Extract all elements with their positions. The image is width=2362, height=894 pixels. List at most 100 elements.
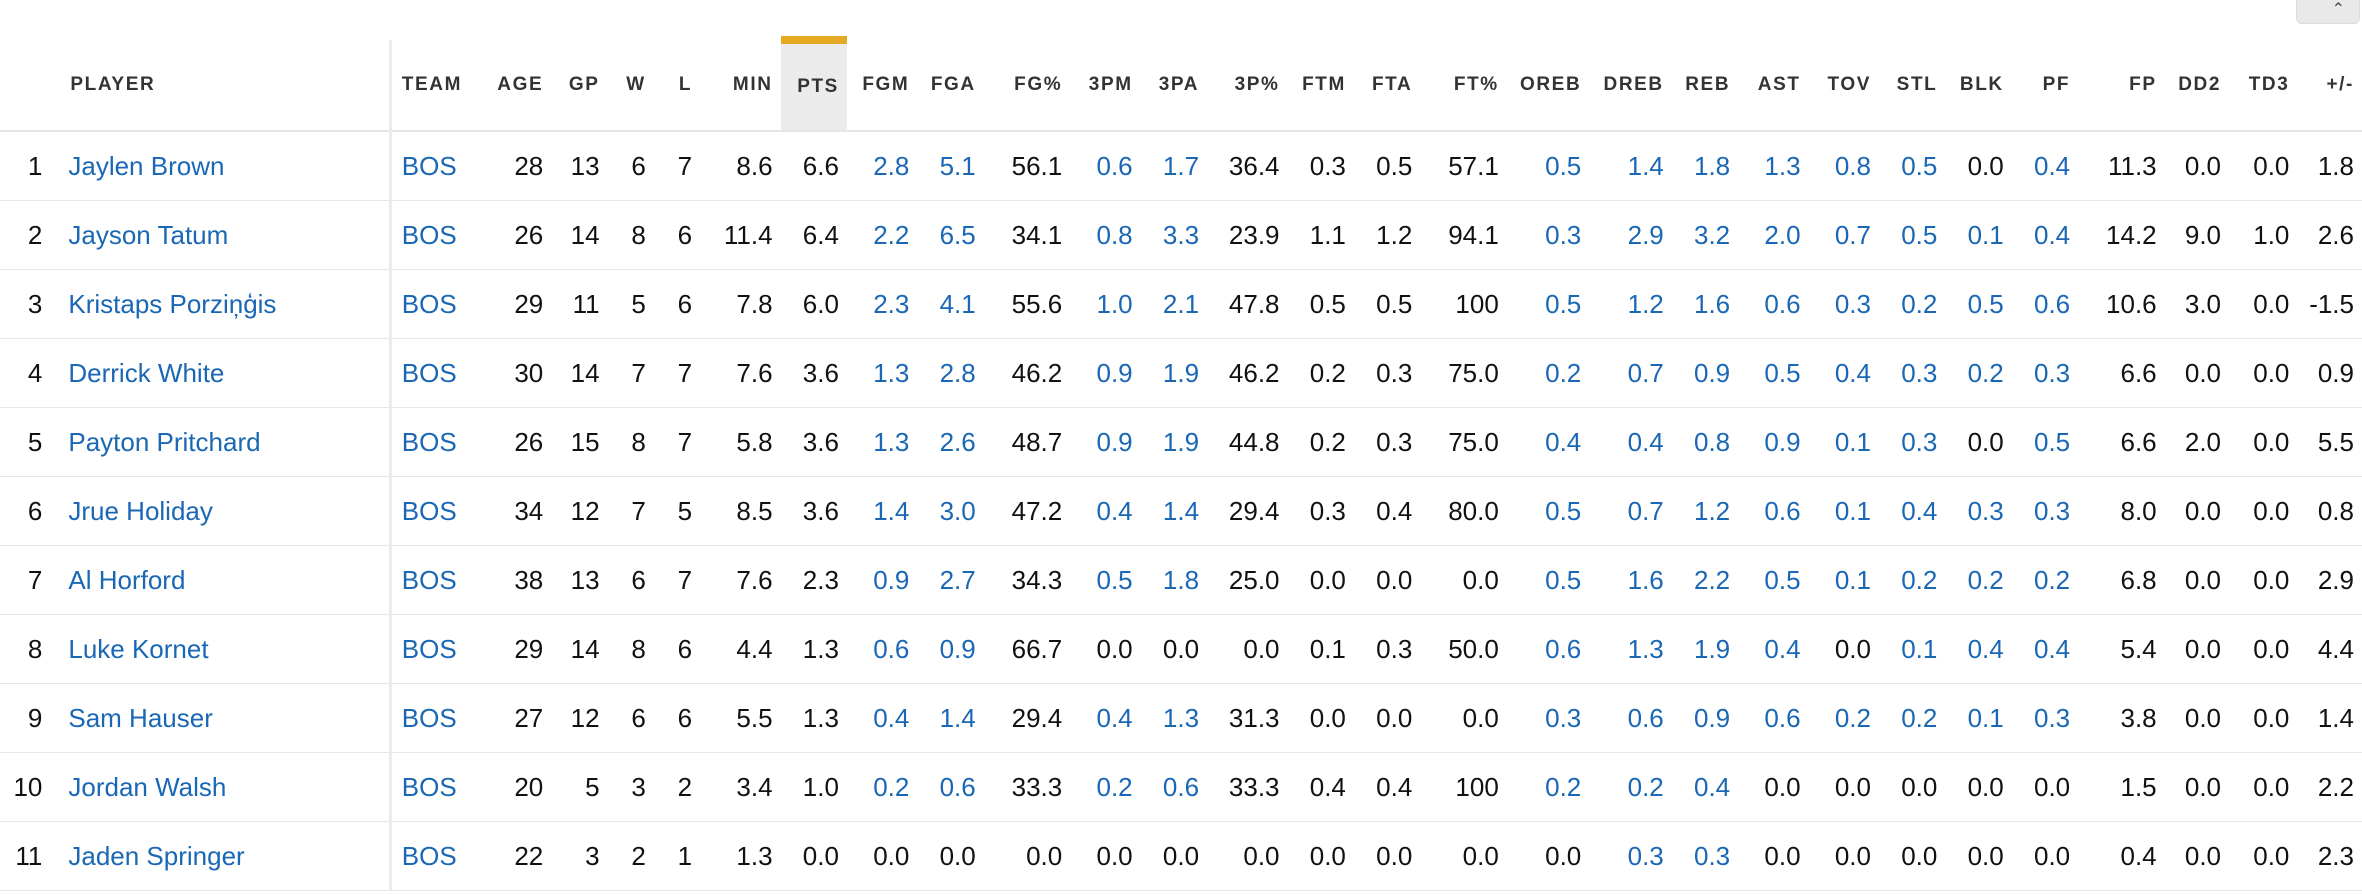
column-header-3p-pct[interactable]: 3P% xyxy=(1207,40,1288,132)
column-header-player[interactable]: PLAYER xyxy=(62,40,391,132)
stat-link-blk[interactable]: 0.1 xyxy=(1945,200,2012,270)
column-header-fgm[interactable]: FGM xyxy=(846,40,918,132)
column-header-reb[interactable]: REB xyxy=(1671,40,1739,132)
stat-link-reb[interactable]: 1.8 xyxy=(1671,131,1739,201)
stat-link-3pm[interactable]: 0.2 xyxy=(1070,752,1141,822)
column-header-ft-pct[interactable]: FT% xyxy=(1420,40,1507,132)
stat-link-fgm[interactable]: 1.4 xyxy=(846,476,918,546)
column-header-pf[interactable]: PF xyxy=(2011,40,2079,132)
column-header-fp[interactable]: FP xyxy=(2078,40,2165,132)
table-options-button[interactable]: ⌃ xyxy=(2296,0,2360,24)
stat-link-oreb[interactable]: 0.6 xyxy=(1506,614,1590,684)
stat-link-stl[interactable]: 0.4 xyxy=(1878,476,1946,546)
stat-link-3pa[interactable]: 3.3 xyxy=(1140,200,1208,270)
stat-link-3pm[interactable]: 0.9 xyxy=(1070,338,1141,408)
stat-link-oreb[interactable]: 0.3 xyxy=(1506,200,1590,270)
stat-link-ast[interactable]: 0.6 xyxy=(1738,269,1809,339)
stat-link-reb[interactable]: 0.4 xyxy=(1671,752,1739,822)
stat-link-fgm[interactable]: 0.6 xyxy=(846,614,918,684)
stat-link-ast[interactable]: 0.6 xyxy=(1738,476,1809,546)
stat-link-pf[interactable]: 0.5 xyxy=(2011,407,2079,477)
stat-link-oreb[interactable]: 0.5 xyxy=(1506,545,1590,615)
column-header-w[interactable]: W xyxy=(607,40,654,132)
stat-link-dreb[interactable]: 0.6 xyxy=(1589,683,1672,753)
stat-link-pf[interactable]: 0.4 xyxy=(2011,131,2079,201)
column-header-l[interactable]: L xyxy=(653,40,701,132)
stat-link-reb[interactable]: 0.9 xyxy=(1671,683,1739,753)
stat-link-blk[interactable]: 0.2 xyxy=(1945,545,2012,615)
stat-link-stl[interactable]: 0.3 xyxy=(1878,407,1946,477)
stat-link-pf[interactable]: 0.3 xyxy=(2011,338,2079,408)
player-name-link[interactable]: Payton Pritchard xyxy=(62,407,391,477)
stat-link-3pm[interactable]: 0.5 xyxy=(1070,545,1141,615)
player-name-link[interactable]: Jayson Tatum xyxy=(62,200,391,270)
column-header-plus-minus[interactable]: +/- xyxy=(2297,40,2362,132)
column-header-3pm[interactable]: 3PM xyxy=(1070,40,1141,132)
team-link[interactable]: BOS xyxy=(388,752,485,822)
stat-link-dreb[interactable]: 1.3 xyxy=(1589,614,1672,684)
player-name-link[interactable]: Al Horford xyxy=(62,545,391,615)
stat-link-tov[interactable]: 0.1 xyxy=(1808,476,1879,546)
stat-link-blk[interactable]: 0.1 xyxy=(1945,683,2012,753)
stat-link-reb[interactable]: 0.3 xyxy=(1671,821,1739,891)
stat-link-fga[interactable]: 2.7 xyxy=(917,545,984,615)
stat-link-reb[interactable]: 1.2 xyxy=(1671,476,1739,546)
column-header-dd2[interactable]: DD2 xyxy=(2164,40,2230,132)
column-header-dreb[interactable]: DREB xyxy=(1589,40,1672,132)
column-header-ftm[interactable]: FTM xyxy=(1287,40,1354,132)
stat-link-fgm[interactable]: 2.2 xyxy=(846,200,918,270)
stat-link-3pa[interactable]: 1.8 xyxy=(1140,545,1208,615)
stat-link-blk[interactable]: 0.5 xyxy=(1945,269,2012,339)
column-header-pts[interactable]: PTS xyxy=(780,36,847,132)
stat-link-3pm[interactable]: 1.0 xyxy=(1070,269,1141,339)
stat-link-3pa[interactable]: 1.3 xyxy=(1140,683,1208,753)
player-name-link[interactable]: Derrick White xyxy=(62,338,391,408)
stat-link-3pm[interactable]: 0.4 xyxy=(1070,476,1141,546)
stat-link-blk[interactable]: 0.4 xyxy=(1945,614,2012,684)
team-link[interactable]: BOS xyxy=(388,407,485,477)
stat-link-oreb[interactable]: 0.3 xyxy=(1506,683,1590,753)
stat-link-dreb[interactable]: 0.3 xyxy=(1589,821,1672,891)
stat-link-fga[interactable]: 6.5 xyxy=(917,200,984,270)
stat-link-fga[interactable]: 5.1 xyxy=(917,131,984,201)
stat-link-fgm[interactable]: 0.4 xyxy=(846,683,918,753)
stat-link-tov[interactable]: 0.1 xyxy=(1808,545,1879,615)
column-header-fta[interactable]: FTA xyxy=(1353,40,1421,132)
stat-link-ast[interactable]: 0.5 xyxy=(1738,545,1809,615)
stat-link-blk[interactable]: 0.3 xyxy=(1945,476,2012,546)
stat-link-stl[interactable]: 0.1 xyxy=(1878,614,1946,684)
stat-link-stl[interactable]: 0.5 xyxy=(1878,200,1946,270)
stat-link-tov[interactable]: 0.8 xyxy=(1808,131,1879,201)
stat-link-3pm[interactable]: 0.9 xyxy=(1070,407,1141,477)
stat-link-dreb[interactable]: 1.2 xyxy=(1589,269,1672,339)
column-header-age[interactable]: AGE xyxy=(484,40,552,132)
stat-link-tov[interactable]: 0.1 xyxy=(1808,407,1879,477)
stat-link-reb[interactable]: 0.8 xyxy=(1671,407,1739,477)
player-name-link[interactable]: Jordan Walsh xyxy=(62,752,391,822)
stat-link-3pm[interactable]: 0.8 xyxy=(1070,200,1141,270)
stat-link-dreb[interactable]: 0.2 xyxy=(1589,752,1672,822)
stat-link-fgm[interactable]: 0.2 xyxy=(846,752,918,822)
stat-link-stl[interactable]: 0.5 xyxy=(1878,131,1946,201)
team-link[interactable]: BOS xyxy=(388,614,485,684)
stat-link-dreb[interactable]: 0.4 xyxy=(1589,407,1672,477)
stat-link-fga[interactable]: 2.6 xyxy=(917,407,984,477)
team-link[interactable]: BOS xyxy=(388,683,485,753)
stat-link-ast[interactable]: 0.6 xyxy=(1738,683,1809,753)
stat-link-fgm[interactable]: 2.8 xyxy=(846,131,918,201)
stat-link-stl[interactable]: 0.3 xyxy=(1878,338,1946,408)
player-name-link[interactable]: Jrue Holiday xyxy=(62,476,391,546)
stat-link-dreb[interactable]: 0.7 xyxy=(1589,338,1672,408)
stat-link-3pa[interactable]: 1.7 xyxy=(1140,131,1208,201)
stat-link-oreb[interactable]: 0.2 xyxy=(1506,752,1590,822)
column-header-3pa[interactable]: 3PA xyxy=(1140,40,1208,132)
column-header-stl[interactable]: STL xyxy=(1878,40,1946,132)
stat-link-stl[interactable]: 0.2 xyxy=(1878,545,1946,615)
stat-link-ast[interactable]: 2.0 xyxy=(1738,200,1809,270)
stat-link-oreb[interactable]: 0.5 xyxy=(1506,269,1590,339)
player-name-link[interactable]: Jaylen Brown xyxy=(62,131,391,201)
team-link[interactable]: BOS xyxy=(388,131,485,201)
stat-link-tov[interactable]: 0.4 xyxy=(1808,338,1879,408)
player-name-link[interactable]: Kristaps Porziņģis xyxy=(62,269,391,339)
stat-link-pf[interactable]: 0.2 xyxy=(2011,545,2079,615)
